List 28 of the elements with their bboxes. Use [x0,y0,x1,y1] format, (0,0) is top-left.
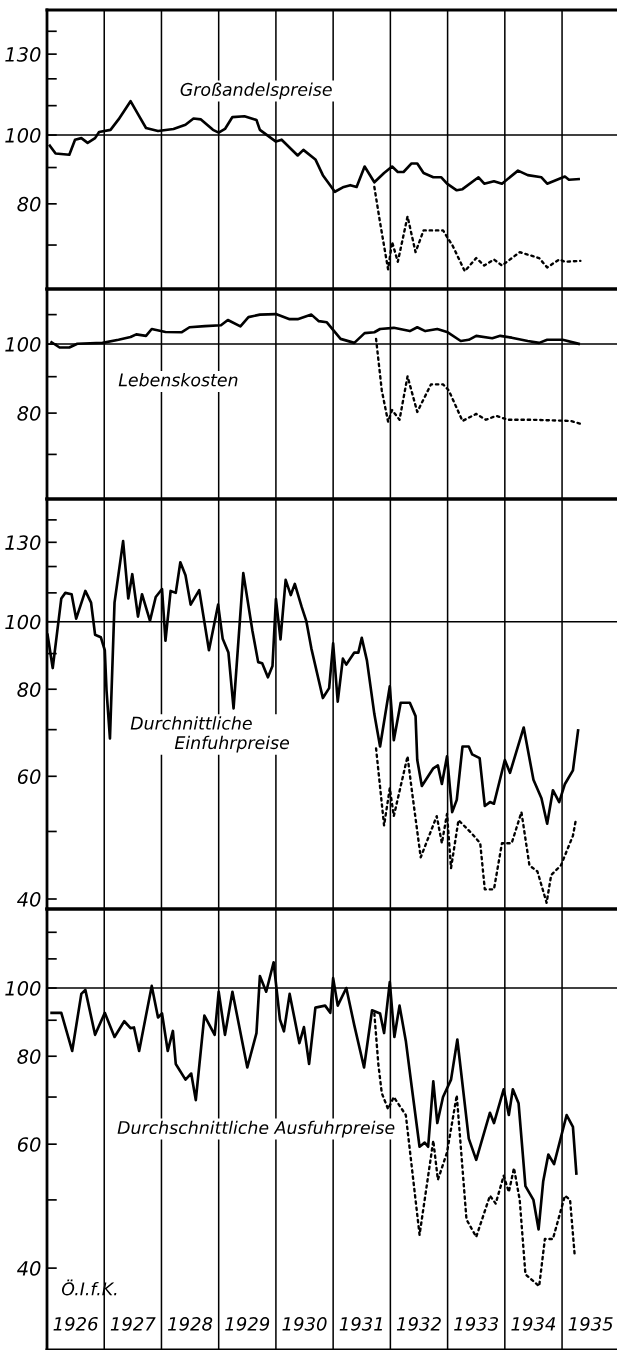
y-tick-label: 60 [17,769,41,784]
y-tick-label: 100 [5,614,41,630]
y-tick-label: 130 [5,47,41,62]
x-tick-label: 1934 [511,1316,556,1331]
x-tick-label: 1935 [568,1316,613,1331]
text: Lebenskosten [118,373,238,387]
text: Durchnittliche Einfuhrpreise [130,716,290,753]
x-tick-label: 1928 [167,1316,213,1331]
y-tick-label: 60 [17,1137,41,1152]
x-tick-label: 1926 [53,1316,98,1331]
x-tick-label: 1932 [396,1316,441,1331]
y-tick-label: 100 [5,337,41,352]
y-tick-label: 80 [17,196,41,212]
text: Durchschnittliche Ausfuhrpreise [117,1120,395,1138]
y-tick-label: 80 [17,406,41,421]
y-tick-label: 40 [17,891,41,907]
x-tick-label: 1933 [454,1316,499,1331]
text: Großandelspreise [180,82,332,100]
x-tick-label: 1927 [110,1316,156,1331]
y-tick-label: 100 [5,128,41,143]
y-tick-label: 40 [17,1261,41,1276]
x-tick-label: 1929 [225,1316,270,1331]
x-tick-label: 1931 [339,1316,382,1331]
x-tick-label: 1930 [282,1316,327,1331]
y-tick-label: 80 [17,1049,41,1064]
y-tick-label: 130 [5,535,41,550]
y-tick-label: 80 [17,682,41,697]
y-tick-label: 100 [5,980,41,996]
